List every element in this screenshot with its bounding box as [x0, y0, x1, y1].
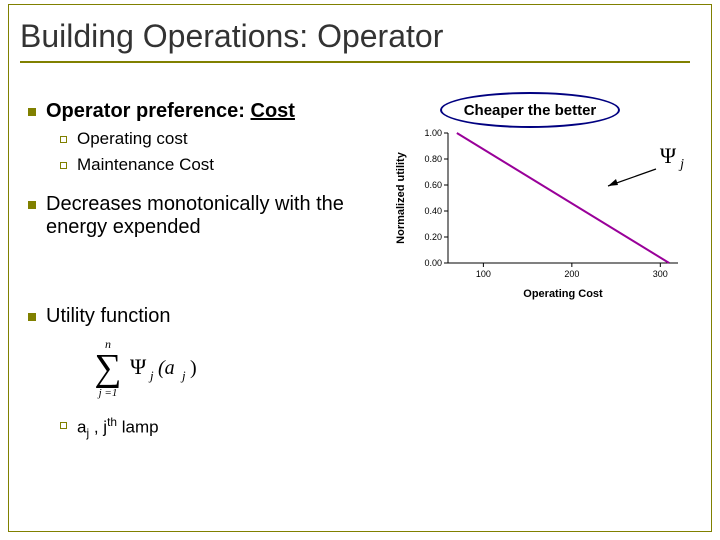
b3a-mid: , j — [89, 418, 107, 437]
sigma-formula-svg: n ∑ j =1 Ψ j (a j ) — [76, 336, 216, 400]
sigma-symbol: ∑ — [94, 347, 121, 389]
svg-text:0.80: 0.80 — [424, 154, 442, 164]
svg-text:100: 100 — [476, 269, 491, 279]
psi-subscript: j — [676, 157, 684, 172]
formula-psi-sub: j — [148, 368, 154, 383]
callout-oval: Cheaper the better — [440, 92, 620, 128]
bullet-1-text: Operator preference: Cost — [46, 100, 295, 123]
formula-lower: j =1 — [97, 387, 118, 399]
content-area: Operator preference: Cost Operating cost… — [28, 100, 388, 446]
bullet-3a: aj , jth lamp — [60, 415, 388, 440]
svg-text:0.60: 0.60 — [424, 180, 442, 190]
bullet-3: Utility function — [28, 305, 388, 328]
bullet-1-underlined: Cost — [251, 100, 295, 122]
bullet-3a-text: aj , jth lamp — [77, 415, 159, 440]
svg-text:0.00: 0.00 — [424, 258, 442, 268]
b3a-suffix: lamp — [117, 418, 159, 437]
psi-symbol: Ψ — [660, 143, 676, 168]
square-bullet-icon — [28, 313, 36, 321]
utility-chart: 0.00 0.20 0.40 0.60 0.80 1.00 100 200 300 Normali… — [390, 125, 700, 315]
svg-text:0.40: 0.40 — [424, 206, 442, 216]
bullet-1a: Operating cost — [60, 129, 388, 149]
b3a-sup: th — [107, 415, 117, 429]
bullet-2-text: Decreases monotonically with the energy … — [46, 193, 388, 239]
callout-text: Cheaper the better — [464, 102, 597, 119]
utility-formula: n ∑ j =1 Ψ j (a j ) — [76, 336, 388, 405]
bullet-1b-text: Maintenance Cost — [77, 155, 214, 175]
svg-text:200: 200 — [564, 269, 579, 279]
square-bullet-icon — [28, 108, 36, 116]
formula-psi: Ψ — [130, 354, 147, 379]
bullet-1-prefix: Operator preference: — [46, 100, 251, 122]
formula-arg-sub: j — [180, 368, 186, 383]
hollow-bullet-icon — [60, 136, 67, 143]
svg-text:Normalized utility: Normalized utility — [395, 151, 407, 244]
bullet-1a-text: Operating cost — [77, 129, 188, 149]
svg-text:300: 300 — [653, 269, 668, 279]
psi-series-label: Ψj — [660, 143, 684, 173]
slide-title: Building Operations: Operator — [20, 18, 690, 55]
bullet-1b: Maintenance Cost — [60, 155, 388, 175]
square-bullet-icon — [28, 201, 36, 209]
bullet-2: Decreases monotonically with the energy … — [28, 193, 388, 239]
svg-text:Operating Cost: Operating Cost — [523, 288, 603, 300]
title-bar: Building Operations: Operator — [20, 18, 690, 63]
hollow-bullet-icon — [60, 422, 67, 429]
svg-text:0.20: 0.20 — [424, 232, 442, 242]
bullet-1: Operator preference: Cost — [28, 100, 388, 123]
chart-svg: 0.00 0.20 0.40 0.60 0.80 1.00 100 200 300 Normali… — [390, 125, 700, 315]
formula-arg-close: ) — [190, 357, 197, 379]
hollow-bullet-icon — [60, 162, 67, 169]
bullet-3-text: Utility function — [46, 305, 171, 328]
formula-arg-open: (a — [158, 357, 175, 379]
svg-text:1.00: 1.00 — [424, 128, 442, 138]
